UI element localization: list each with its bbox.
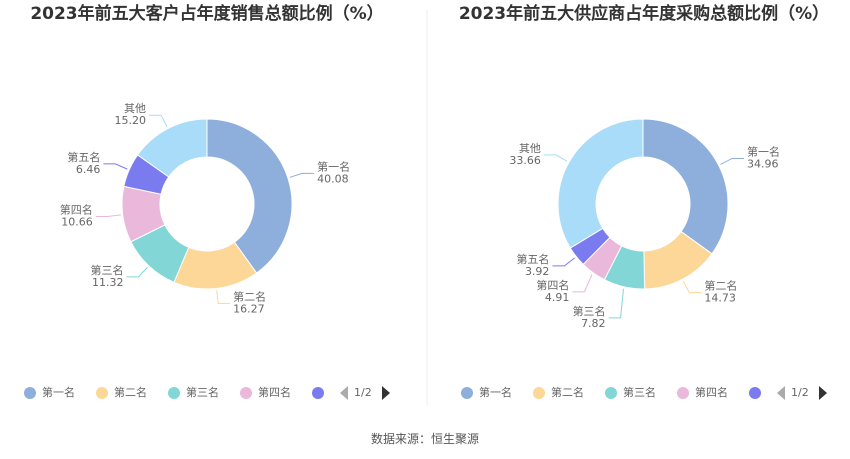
source: 数据来源：恒生聚源 (370, 432, 479, 446)
slice-name: 第二名 (704, 279, 737, 293)
label-line (149, 114, 168, 127)
label-line (552, 257, 575, 267)
label-line (126, 267, 148, 278)
slice-value: 11.32 (92, 276, 124, 289)
legend-marker (677, 387, 689, 399)
slice-name: 第三名 (90, 263, 123, 277)
legend-marker (461, 387, 473, 399)
label-line (572, 274, 593, 293)
slice-name: 第五名 (67, 150, 100, 164)
slice-value: 14.73 (704, 292, 736, 305)
legend-label: 第四名 (258, 385, 291, 399)
legend-label: 第二名 (551, 385, 584, 399)
pager-prev (340, 386, 348, 400)
legend-label: 第三名 (623, 385, 656, 399)
label-line (608, 288, 624, 319)
chart-title: 2023年前五大客户占年度销售总额比例（%） (30, 4, 384, 24)
label-line (95, 214, 121, 217)
slice-value: 10.66 (61, 215, 93, 228)
legend-label: 第一名 (42, 385, 75, 399)
legend-marker (312, 387, 324, 399)
donut-slice (557, 118, 644, 249)
slice-value: 34.96 (747, 157, 779, 170)
label-line (103, 163, 128, 170)
slice-value: 7.82 (581, 317, 606, 330)
slice-value: 15.20 (115, 114, 147, 127)
donut-slice (136, 118, 208, 178)
slice-name: 第四名 (536, 278, 569, 292)
pager-label: 1/2 (791, 386, 809, 399)
legend-marker (24, 387, 36, 399)
slice-value: 16.27 (233, 302, 264, 315)
slice-name: 第一名 (747, 144, 780, 158)
slice-name: 第三名 (573, 304, 606, 318)
label-line (289, 172, 315, 178)
slice-name: 其他 (519, 142, 541, 155)
donut-slice (642, 118, 729, 255)
legend-marker (168, 387, 180, 399)
legend-label: 第一名 (479, 385, 512, 399)
slice-name: 第二名 (233, 289, 266, 303)
pager-prev (777, 386, 785, 400)
slice-value: 6.46 (76, 163, 101, 176)
legend-label: 第二名 (114, 385, 147, 399)
label-line (682, 280, 702, 294)
pager-label: 1/2 (354, 386, 372, 399)
legend-marker (605, 387, 617, 399)
pager-next (382, 386, 390, 400)
legend-marker (749, 387, 761, 399)
slice-value: 4.91 (545, 291, 570, 304)
legend-label: 第四名 (695, 385, 728, 399)
slice-name: 第四名 (60, 202, 93, 216)
legend-marker (96, 387, 108, 399)
slice-name: 其他 (124, 102, 146, 115)
slice-value: 33.66 (509, 154, 541, 167)
slice-value: 40.08 (317, 172, 349, 185)
legend-label: 第三名 (186, 385, 219, 399)
donut-slice (206, 118, 293, 274)
label-line (720, 157, 745, 165)
legend-marker (240, 387, 252, 399)
slice-value: 3.92 (525, 265, 550, 278)
legend-marker (533, 387, 545, 399)
label-line (216, 290, 231, 304)
slice-name: 第五名 (516, 252, 549, 266)
pager-next (819, 386, 827, 400)
label-line (543, 154, 568, 162)
slice-name: 第一名 (317, 159, 350, 173)
chart-title: 2023年前五大供应商占年度采购总额比例（%） (458, 4, 830, 24)
